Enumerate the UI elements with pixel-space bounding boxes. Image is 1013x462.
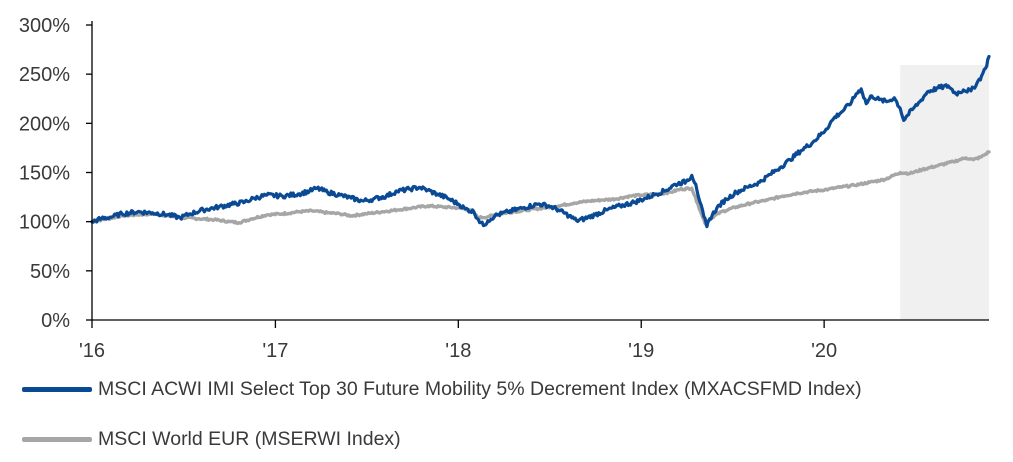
legend-item-1: MSCI World EUR (MSERWI Index) <box>22 428 401 451</box>
legend-label-1: MSCI World EUR (MSERWI Index) <box>98 428 401 450</box>
y-tick-label: 200% <box>19 113 70 135</box>
series-line-0 <box>90 54 991 229</box>
y-tick-label: 300% <box>19 15 70 37</box>
x-tick-label: '20 <box>811 340 837 362</box>
x-tick-label: '19 <box>628 340 654 362</box>
legend-item-0: MSCI ACWI IMI Select Top 30 Future Mobil… <box>22 378 862 401</box>
legend-label-0: MSCI ACWI IMI Select Top 30 Future Mobil… <box>98 378 862 400</box>
axes-layer: 0% 50% 100% 150% 200% 250% 300% '16 '17 '18 '19 '20 <box>19 15 989 362</box>
legend-swatch-0 <box>22 387 92 392</box>
y-tick-label: 250% <box>19 64 70 86</box>
y-tick-label: 50% <box>30 261 70 283</box>
series-line-1 <box>90 150 991 227</box>
x-tick-label: '16 <box>79 340 105 362</box>
x-tick-label: '17 <box>262 340 288 362</box>
x-tick-label: '18 <box>445 340 471 362</box>
series-layer <box>90 54 991 229</box>
legend-swatch-1 <box>22 437 92 442</box>
y-tick-label: 0% <box>41 310 70 332</box>
shaded-period <box>900 65 989 320</box>
y-tick-label: 150% <box>19 163 70 185</box>
y-tick-label: 100% <box>19 212 70 234</box>
